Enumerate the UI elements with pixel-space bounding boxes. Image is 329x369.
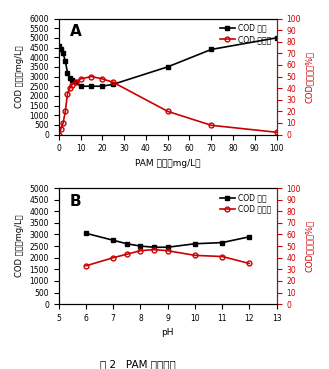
Y-axis label: COD去除率（%）: COD去除率（%）	[305, 220, 314, 272]
COD 浓度	[59, 47, 63, 52]
COD 浓度	[70, 78, 74, 83]
COD 浓度	[247, 235, 251, 239]
COD 去除率	[79, 77, 83, 81]
COD 去除率	[111, 80, 115, 85]
COD 去除率	[100, 77, 104, 81]
COD 去除率	[63, 109, 67, 114]
COD 去除率	[57, 132, 61, 137]
Line: COD 去除率: COD 去除率	[84, 247, 252, 268]
Y-axis label: COD 浓度（mg/L）: COD 浓度（mg/L）	[15, 45, 24, 108]
Y-axis label: COD去除率（%）: COD去除率（%）	[305, 51, 314, 103]
COD 浓度	[220, 240, 224, 245]
COD 浓度	[125, 242, 129, 246]
COD 浓度	[166, 65, 170, 69]
COD 去除率	[74, 80, 78, 85]
COD 去除率	[209, 123, 213, 128]
COD 浓度	[193, 242, 197, 246]
COD 去除率	[166, 248, 170, 253]
COD 去除率	[89, 74, 93, 79]
COD 去除率	[61, 121, 65, 125]
COD 去除率	[84, 263, 88, 268]
COD 浓度	[139, 244, 142, 248]
COD 去除率	[220, 254, 224, 259]
COD 浓度	[209, 47, 213, 52]
COD 去除率	[275, 130, 279, 134]
Y-axis label: COD 浓度（mg/L）: COD 浓度（mg/L）	[15, 215, 24, 277]
COD 去除率	[247, 261, 251, 266]
Line: COD 浓度: COD 浓度	[56, 35, 279, 89]
COD 去除率	[59, 127, 63, 131]
X-axis label: pH: pH	[162, 328, 174, 337]
Line: COD 去除率: COD 去除率	[56, 74, 279, 137]
COD 浓度	[74, 80, 78, 85]
Legend: COD 浓度, COD 去除率: COD 浓度, COD 去除率	[218, 192, 273, 215]
Legend: COD 浓度, COD 去除率: COD 浓度, COD 去除率	[218, 22, 273, 46]
Line: COD 浓度: COD 浓度	[84, 231, 252, 250]
COD 浓度	[111, 238, 115, 242]
COD 去除率	[68, 86, 72, 90]
COD 浓度	[275, 36, 279, 40]
Text: A: A	[70, 24, 81, 39]
COD 浓度	[57, 44, 61, 48]
COD 浓度	[63, 59, 67, 63]
COD 浓度	[100, 84, 104, 89]
Text: B: B	[70, 194, 81, 209]
COD 浓度	[89, 84, 93, 89]
COD 浓度	[152, 245, 156, 249]
COD 去除率	[111, 255, 115, 260]
COD 浓度	[166, 245, 170, 249]
COD 去除率	[166, 109, 170, 114]
COD 去除率	[70, 82, 74, 87]
X-axis label: PAM 用量（mg/L）: PAM 用量（mg/L）	[135, 159, 200, 168]
COD 去除率	[65, 92, 69, 96]
COD 浓度	[79, 84, 83, 89]
COD 去除率	[193, 253, 197, 258]
COD 浓度	[111, 82, 115, 86]
COD 浓度	[61, 51, 65, 56]
COD 去除率	[125, 252, 129, 256]
COD 浓度	[68, 76, 72, 81]
COD 去除率	[139, 248, 142, 253]
COD 浓度	[84, 231, 88, 235]
COD 浓度	[65, 70, 69, 75]
Text: 图 2   PAM 絮凝工艺: 图 2 PAM 絮凝工艺	[100, 359, 176, 369]
COD 去除率	[152, 247, 156, 252]
